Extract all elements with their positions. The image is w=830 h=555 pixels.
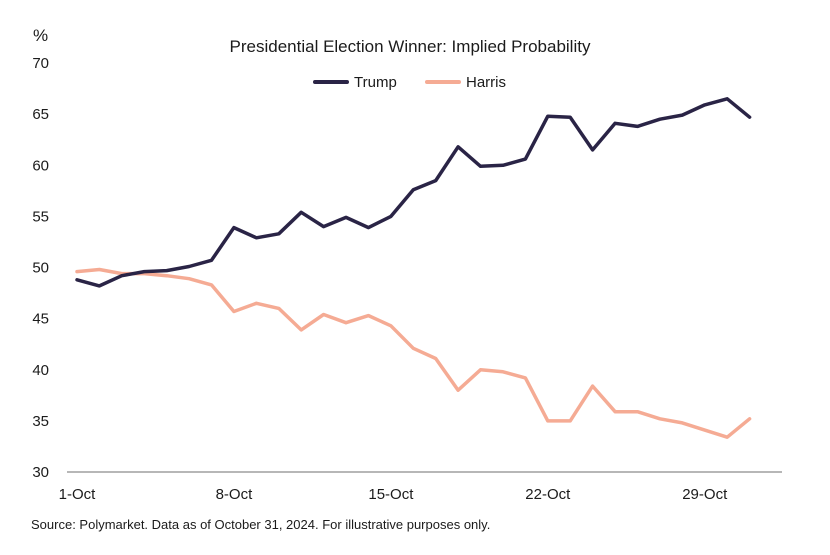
x-tick-label: 29-Oct (682, 486, 728, 503)
y-tick-label: 35 (32, 413, 49, 430)
y-tick-label: 40 (32, 362, 49, 379)
y-tick-label: 55 (32, 208, 49, 225)
y-tick-label: 60 (32, 157, 49, 174)
legend-label-trump: Trump (354, 74, 397, 91)
x-tick-label: 22-Oct (525, 486, 571, 503)
x-tick-label: 8-Oct (216, 486, 254, 503)
y-unit-label: % (33, 26, 48, 45)
y-tick-label: 50 (32, 260, 49, 277)
y-axis-tick-labels: 30 35 40 45 50 55 60 65 70 (32, 55, 49, 481)
series-line-trump (75, 97, 752, 288)
y-tick-label: 70 (32, 55, 49, 72)
chart-title: Presidential Election Winner: Implied Pr… (230, 37, 591, 56)
series-line-harris (75, 267, 752, 439)
y-tick-label: 65 (32, 106, 49, 123)
source-note: Source: Polymarket. Data as of October 3… (31, 517, 490, 532)
y-tick-label: 30 (32, 464, 49, 481)
y-tick-label: 45 (32, 311, 49, 328)
legend: Trump Harris (313, 74, 506, 91)
series-lines (75, 97, 752, 439)
x-axis-tick-labels: 1-Oct 8-Oct 15-Oct 22-Oct 29-Oct (59, 486, 728, 503)
x-tick-label: 1-Oct (59, 486, 97, 503)
x-tick-label: 15-Oct (368, 486, 414, 503)
legend-label-harris: Harris (466, 74, 506, 91)
